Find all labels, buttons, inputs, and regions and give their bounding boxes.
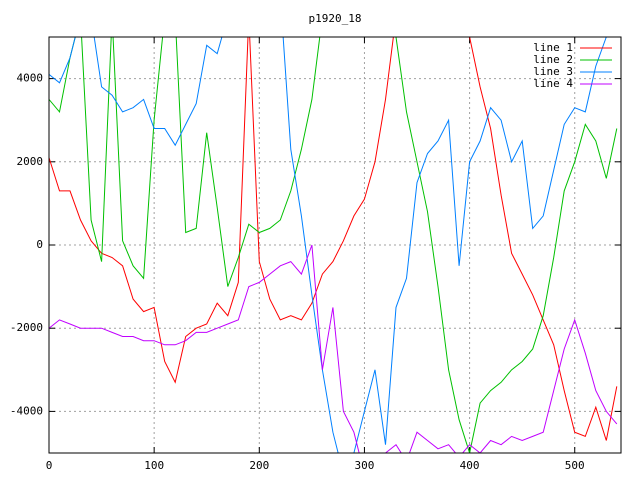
plot-border (48, 36, 622, 454)
y-tick-label: -4000 (10, 404, 43, 417)
data-line (49, 37, 618, 453)
data-line (49, 244, 618, 453)
y-tick-label: 0 (36, 238, 43, 251)
x-tick-label: 100 (144, 459, 164, 472)
chart-title: p1920_18 (309, 12, 362, 25)
x-tick-label: 400 (460, 459, 480, 472)
x-tick-label: 0 (46, 459, 53, 472)
plot-area (49, 37, 618, 453)
y-tick-label: 4000 (17, 72, 44, 85)
y-tick-label: 2000 (17, 155, 44, 168)
x-tick-label: 500 (565, 459, 585, 472)
legend-label: line 4 (533, 77, 573, 90)
legend-label: line 3 (533, 65, 573, 78)
data-line (49, 37, 607, 453)
y-tick-label: -2000 (10, 321, 43, 334)
legend-label: line 1 (533, 41, 573, 54)
x-tick-label: 300 (355, 459, 375, 472)
x-tick-label: 200 (249, 459, 269, 472)
data-line (49, 37, 618, 441)
legend-label: line 2 (533, 53, 573, 66)
